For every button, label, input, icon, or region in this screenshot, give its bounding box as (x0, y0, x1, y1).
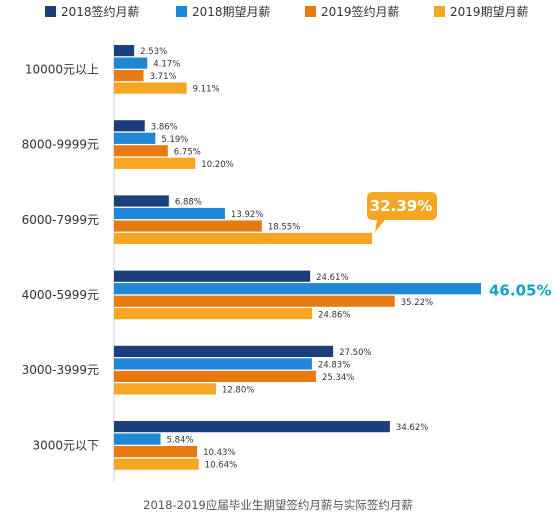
bar-2-1 (114, 207, 225, 220)
chart-caption: 2018-2019应届毕业生期望签约月薪与实际签约月薪 (143, 498, 413, 512)
value-label-5-3: 10.64% (205, 461, 237, 471)
value-label-1-2: 6.75% (174, 147, 201, 157)
bar-2-3 (114, 232, 373, 245)
category-label-2: 6000-7999元 (22, 213, 99, 227)
bar-4-0 (114, 345, 334, 357)
value-label-0-0: 2.53% (140, 47, 167, 57)
value-label-0-2: 3.71% (150, 72, 177, 82)
bar-2-0 (114, 195, 169, 207)
value-label-1-0: 3.86% (151, 122, 178, 132)
value-label-3-0: 24.61% (316, 273, 348, 283)
bar-4-3 (114, 383, 217, 395)
value-label-1-3: 10.20% (201, 160, 233, 170)
value-label-5-1: 5.84% (167, 436, 194, 446)
legend: 2018签约月薪 2018期望月薪 2019签约月薪 2019期望月薪 (45, 4, 529, 19)
legend-swatch-0 (45, 6, 56, 17)
legend-label-3: 2019期望月薪 (450, 5, 529, 19)
bar-3-1 (114, 283, 481, 295)
bar-0-0 (114, 45, 135, 57)
value-label-1-1: 5.19% (161, 135, 188, 145)
value-label-0-3: 9.11% (193, 85, 220, 95)
bar-4-2 (114, 370, 316, 382)
bar-3-0 (114, 270, 311, 282)
value-label-3-2: 35.22% (401, 298, 433, 308)
value-label-4-1: 24.83% (318, 361, 350, 371)
bar-1-1 (114, 132, 156, 144)
value-label-2-0: 6.88% (175, 198, 202, 208)
category-label-0: 10000元以上 (25, 62, 99, 76)
bar-5-3 (114, 458, 199, 470)
value-label-2-2: 18.55% (268, 223, 300, 233)
value-label-4-3: 12.80% (222, 386, 254, 396)
bar-1-3 (114, 157, 196, 169)
category-label-5: 3000元以下 (32, 438, 99, 452)
value-label-0-1: 4.17% (153, 60, 180, 70)
value-label-5-0: 34.62% (396, 423, 428, 433)
callout-text-0: 32.39% (370, 197, 432, 215)
callouts: 32.39% 46.05% (367, 192, 551, 299)
legend-swatch-2 (305, 6, 316, 17)
y-axis-labels: 10000元以上 8000-9999元 6000-7999元 4000-5999元 30… (22, 62, 99, 452)
value-label-5-2: 10.43% (203, 448, 235, 458)
bar-5-1 (114, 433, 161, 445)
callout-text-1: 46.05% (489, 281, 551, 299)
value-labels: 2.53% 4.17% 3.71% 9.11% 3.86% 5.19% 6.75%10.20… (140, 47, 433, 471)
value-label-4-0: 27.50% (339, 348, 371, 358)
bar-4-1 (114, 358, 312, 370)
legend-swatch-3 (434, 6, 445, 17)
bar-0-2 (114, 70, 144, 82)
bar-0-3 (114, 82, 187, 94)
value-label-4-2: 25.34% (322, 373, 354, 383)
legend-label-1: 2018期望月薪 (192, 5, 271, 19)
bars (114, 45, 481, 470)
bar-5-2 (114, 446, 198, 458)
category-label-1: 8000-9999元 (22, 138, 99, 152)
bar-5-0 (114, 421, 390, 433)
category-label-3: 4000-5999元 (22, 288, 99, 302)
bar-2-2 (114, 220, 262, 232)
bar-3-3 (114, 308, 313, 320)
category-label-4: 3000-3999元 (22, 363, 99, 377)
bar-1-2 (114, 145, 168, 157)
legend-label-2: 2019签约月薪 (321, 4, 400, 19)
value-label-3-3: 24.86% (318, 310, 350, 320)
bar-3-2 (114, 295, 395, 307)
legend-swatch-1 (176, 6, 187, 17)
callout-bubble-0 (367, 192, 437, 232)
bar-0-1 (114, 57, 148, 69)
legend-label-0: 2018签约月薪 (61, 4, 140, 19)
bar-1-0 (114, 120, 145, 132)
value-label-2-1: 13.92% (231, 210, 263, 220)
